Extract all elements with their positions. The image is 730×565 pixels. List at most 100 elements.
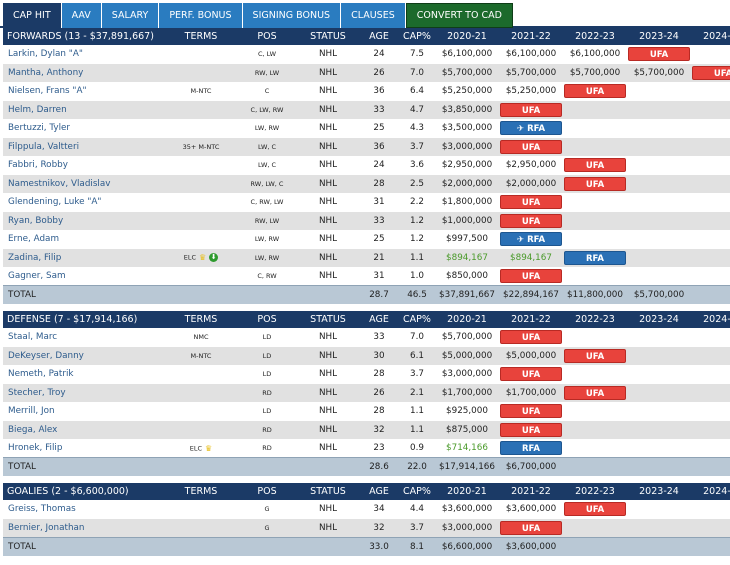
player-name-link[interactable]: Merrill, Jon [3,402,165,421]
cap-cell: 4.3 [399,119,435,138]
rfa-badge[interactable]: ✈ RFA [500,121,562,136]
player-row: Glendening, Luke "A" C, RW, LW NHL 31 2.2 $1,… [3,193,730,212]
player-name-link[interactable]: Biega, Alex [3,420,165,439]
season-cell [563,100,627,119]
terms-text: ELC [189,444,203,452]
ufa-badge[interactable]: UFA [500,367,562,382]
player-name-link[interactable]: Fabbri, Robby [3,156,165,175]
season-cell: $1,700,000 [435,383,499,402]
season-cell: $3,000,000 [435,137,499,156]
player-name-link[interactable]: Greiss, Thomas [3,500,165,519]
player-name-link[interactable]: Filppula, Valtteri [3,137,165,156]
terms-cell [165,267,237,286]
ufa-badge[interactable]: UFA [500,195,562,210]
season-cell [691,156,730,175]
ufa-badge[interactable]: UFA [564,348,626,363]
ufa-badge[interactable]: UFA [564,502,626,517]
status-cell: NHL [297,439,359,458]
status-cell: NHL [297,45,359,64]
badge-label: UFA [521,198,541,209]
column-header: 2024-25 [691,28,730,45]
status-cell: NHL [297,328,359,347]
player-row: Nemeth, Patrik LD NHL 28 3.7 $3,000,000 UFA [3,365,730,384]
season-cell: $850,000 [435,267,499,286]
tab-convert-to-cad[interactable]: CONVERT TO CAD [405,3,513,28]
column-header: 2020-21 [435,483,499,500]
player-name-link[interactable]: Erne, Adam [3,230,165,249]
rfa-badge[interactable]: ✈ RFA [500,232,562,247]
season-cell [627,439,691,458]
player-name-link[interactable]: Stecher, Troy [3,383,165,402]
status-cell: NHL [297,402,359,421]
age-cell: 33 [359,211,399,230]
pos-cell: LW, C [237,137,297,156]
ufa-badge[interactable]: UFA [500,520,562,535]
player-row: Greiss, Thomas G NHL 34 4.4 $3,600,000 $3,600,… [3,500,730,519]
ufa-badge[interactable]: UFA [500,102,562,117]
player-name-link[interactable]: Zadina, Filip [3,248,165,267]
age-cell: 33 [359,100,399,119]
pos-cell: LW, RW [237,230,297,249]
ufa-badge[interactable]: UFA [564,385,626,400]
tab-perf-bonus[interactable]: PERF. BONUS [159,3,243,28]
ufa-badge[interactable]: UFA [500,330,562,345]
season-cell: $6,100,000 [435,45,499,64]
player-name-link[interactable]: Gagner, Sam [3,267,165,286]
player-name-link[interactable]: Helm, Darren [3,100,165,119]
ufa-badge[interactable]: UFA [692,65,730,80]
age-cell: 28 [359,174,399,193]
season-cell [691,119,730,138]
total-season: $37,891,667 [435,285,499,304]
player-name-link[interactable]: Larkin, Dylan "A" [3,45,165,64]
cap-cell: 0.9 [399,439,435,458]
cap-cell: 1.2 [399,211,435,230]
cap-cell: 1.1 [399,402,435,421]
player-name-link[interactable]: Ryan, Bobby [3,211,165,230]
season-cell: $5,700,000 [435,63,499,82]
season-cell: $5,700,000 [563,63,627,82]
tab-clauses[interactable]: CLAUSES [341,3,406,28]
total-age: 28.7 [359,285,399,304]
ufa-badge[interactable]: UFA [500,404,562,419]
player-name-link[interactable]: Glendening, Luke "A" [3,193,165,212]
tab-aav[interactable]: AAV [61,3,102,28]
player-row: Bertuzzi, Tyler LW, RW NHL 25 4.3 $3,500,000 ✈… [3,119,730,138]
player-name-link[interactable]: Staal, Marc [3,328,165,347]
ufa-badge[interactable]: UFA [500,422,562,437]
ufa-badge[interactable]: UFA [564,158,626,173]
season-cell: $875,000 [435,420,499,439]
player-name-link[interactable]: DeKeyser, Danny [3,346,165,365]
ufa-badge[interactable]: UFA [500,269,562,283]
player-name-link[interactable]: Namestnikov, Vladislav [3,174,165,193]
player-name-link[interactable]: Mantha, Anthony [3,63,165,82]
season-cell: $1,700,000 [499,383,563,402]
season-cell [691,500,730,519]
tab-salary[interactable]: SALARY [101,3,160,28]
season-cell: $997,500 [435,230,499,249]
ufa-badge[interactable]: UFA [564,84,626,99]
ufa-badge[interactable]: UFA [500,213,562,228]
player-name-link[interactable]: Bernier, Jonathan [3,518,165,537]
season-cell [691,402,730,421]
season-cell [627,383,691,402]
rfa-badge[interactable]: RFA [500,441,562,455]
ufa-badge[interactable]: UFA [500,139,562,154]
player-name-link[interactable]: Nemeth, Patrik [3,365,165,384]
player-name-link[interactable]: Nielsen, Frans "A" [3,82,165,101]
player-row: Ryan, Bobby RW, LW NHL 33 1.2 $1,000,000 UFA [3,211,730,230]
ufa-badge[interactable]: UFA [628,47,690,62]
age-cell: 34 [359,500,399,519]
season-cell [627,119,691,138]
column-header: STATUS [297,311,359,328]
ufa-badge[interactable]: UFA [564,176,626,191]
player-name-link[interactable]: Hronek, Filip [3,439,165,458]
player-name-link[interactable]: Bertuzzi, Tyler [3,119,165,138]
tab-signing-bonus[interactable]: SIGNING BONUS [242,3,342,28]
season-cell [691,420,730,439]
tab-cap-hit[interactable]: CAP HIT [3,3,62,28]
season-cell: $2,950,000 [435,156,499,175]
season-cell [691,518,730,537]
age-cell: 30 [359,346,399,365]
player-row: Hronek, Filip ELC ♛ RD NHL 23 0.9 $714,166 RFA [3,439,730,458]
rfa-badge[interactable]: RFA [564,250,626,265]
